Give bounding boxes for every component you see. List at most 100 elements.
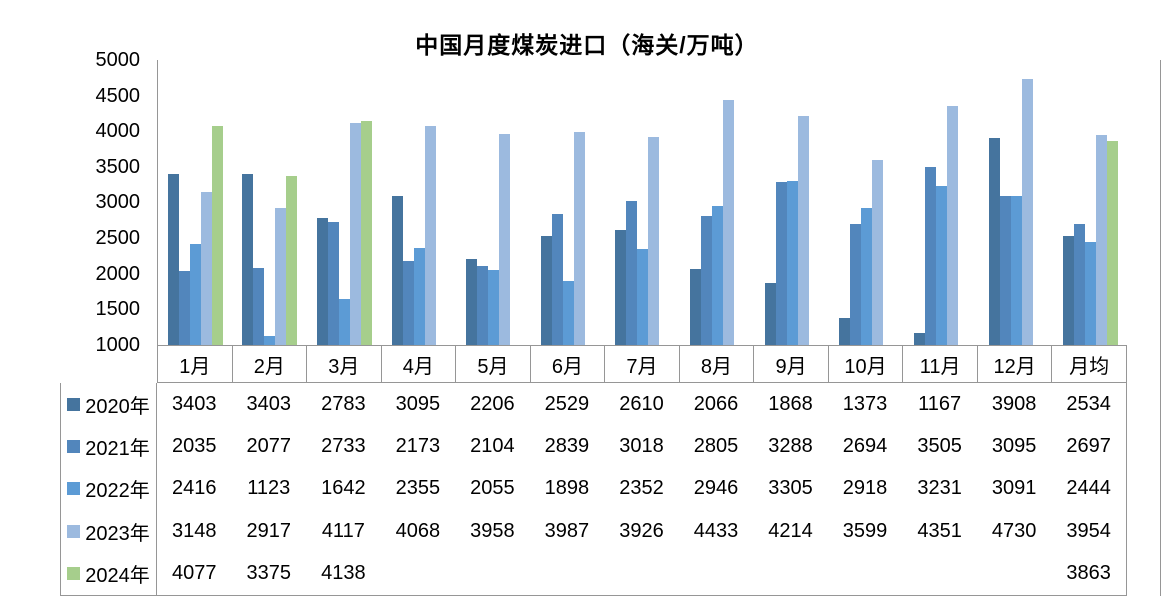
bar-2023年 (723, 100, 735, 345)
bar-2021年 (477, 266, 489, 345)
bar-series-container (158, 60, 1128, 345)
value-cell: 3288 (768, 435, 813, 458)
value-cell: 3403 (246, 392, 292, 415)
bar-2023年 (797, 116, 809, 345)
value-cell: 2534 (1066, 392, 1111, 415)
value-cell: 1167 (918, 392, 962, 415)
data-table: 2020年 3403 3403 2783 3095 2206 2529 2610 2066 186… (60, 383, 1127, 596)
legend-swatch-2022年 (67, 482, 81, 496)
bar-2020年 (317, 218, 329, 345)
bar-2022年 (413, 248, 425, 345)
value-cell: 3095 (395, 392, 441, 415)
bar-2023年 (872, 160, 884, 345)
bar-2022年 (1010, 196, 1022, 345)
value-cell: 2918 (842, 477, 888, 500)
bar-2024年 (286, 176, 298, 345)
legend-cell: 2024年 (60, 552, 157, 595)
plot-right-border (1160, 60, 1161, 596)
bar-2023年 (200, 192, 212, 345)
value-cell: 2173 (395, 435, 441, 458)
value-cell: 3987 (544, 519, 590, 542)
bar-2020年 (391, 196, 403, 345)
month-header-cell: 12月 (978, 346, 1053, 382)
table-row: 2022年 2416 1123 1642 2355 2055 1898 2352 2946 330… (60, 467, 1126, 511)
month-header-cell: 3月 (307, 346, 382, 382)
y-axis-tick: 3000 (95, 191, 141, 213)
value-cell: 1373 (842, 392, 888, 415)
bar-2021年 (178, 271, 190, 345)
bar-2020年 (466, 259, 478, 345)
legend-cell: 2022年 (60, 467, 157, 511)
bar-group-7月 (606, 60, 681, 345)
value-cell: 2077 (246, 435, 292, 458)
bar-2021年 (328, 222, 340, 345)
value-cell: 2352 (619, 477, 664, 500)
value-cell: 2035 (172, 435, 217, 458)
bar-2022年 (189, 244, 201, 345)
value-cell: 4138 (321, 562, 366, 585)
bar-2021年 (701, 216, 713, 345)
bar-2020年 (839, 318, 851, 345)
value-cell: 3018 (619, 435, 664, 458)
value-cell: 3305 (768, 477, 813, 500)
bar-2022年 (861, 208, 873, 345)
legend-swatch-2023年 (67, 524, 81, 538)
value-cell (679, 553, 754, 595)
legend-cell: 2021年 (60, 425, 157, 468)
value-cell: 2416 (172, 477, 217, 500)
bar-2024年 (1107, 141, 1119, 345)
bar-2020年 (1063, 236, 1075, 345)
y-axis-tick: 2500 (95, 227, 141, 249)
value-cell (977, 553, 1052, 595)
bar-2020年 (988, 138, 1000, 345)
month-header-cell: 4月 (382, 346, 457, 382)
legend-swatch-2020年 (67, 397, 81, 411)
value-cell: 4433 (693, 519, 739, 542)
table-row: 2020年 3403 3403 2783 3095 2206 2529 2610 2066 186… (60, 383, 1126, 426)
value-cell: 2839 (544, 435, 590, 458)
legend-label: 2023年 (85, 522, 150, 545)
bar-2023年 (648, 137, 660, 345)
value-cell: 2206 (470, 392, 515, 415)
value-cell: 1123 (247, 477, 291, 500)
bar-2021年 (253, 268, 265, 345)
bar-2022年 (935, 186, 947, 345)
bar-group-1月 (158, 60, 233, 345)
bar-2021年 (924, 167, 936, 345)
legend-label: 2020年 (85, 395, 150, 418)
value-cell (604, 553, 679, 595)
bar-2023年 (1021, 79, 1033, 345)
value-cell: 4117 (321, 519, 365, 542)
month-header-cell: 2月 (233, 346, 308, 382)
value-cell: 2104 (470, 435, 515, 458)
bar-2020年 (615, 230, 627, 345)
bar-group-9月 (755, 60, 830, 345)
value-cell: 3375 (246, 562, 292, 585)
month-header-cell: 1月 (158, 346, 233, 382)
table-row: 2024年 4077 3375 4138 3863 (60, 552, 1126, 595)
bar-2020年 (540, 236, 552, 345)
value-cell: 3926 (619, 519, 664, 542)
value-cell: 2529 (544, 392, 590, 415)
legend-swatch-2021年 (67, 440, 81, 454)
bar-group-10月 (829, 60, 904, 345)
bar-2020年 (764, 283, 776, 345)
bar-2021年 (551, 214, 563, 345)
plot-area (157, 60, 1128, 345)
y-axis-tick: 2000 (95, 263, 141, 285)
value-cell: 2066 (693, 392, 739, 415)
value-cell: 2610 (619, 392, 664, 415)
value-cell: 3908 (991, 392, 1037, 415)
y-axis-tick: 4500 (95, 85, 141, 107)
value-cell: 3954 (1066, 519, 1111, 542)
y-axis-tick: 4000 (95, 120, 141, 142)
bar-2023年 (499, 134, 511, 345)
month-header-cell: 月均 (1052, 346, 1127, 382)
value-cell: 3863 (1066, 562, 1111, 585)
value-cell: 2805 (693, 435, 739, 458)
value-cell (828, 553, 903, 595)
bar-2022年 (339, 299, 351, 345)
value-cell: 2355 (395, 477, 441, 500)
y-axis-tick: 5000 (95, 49, 141, 71)
